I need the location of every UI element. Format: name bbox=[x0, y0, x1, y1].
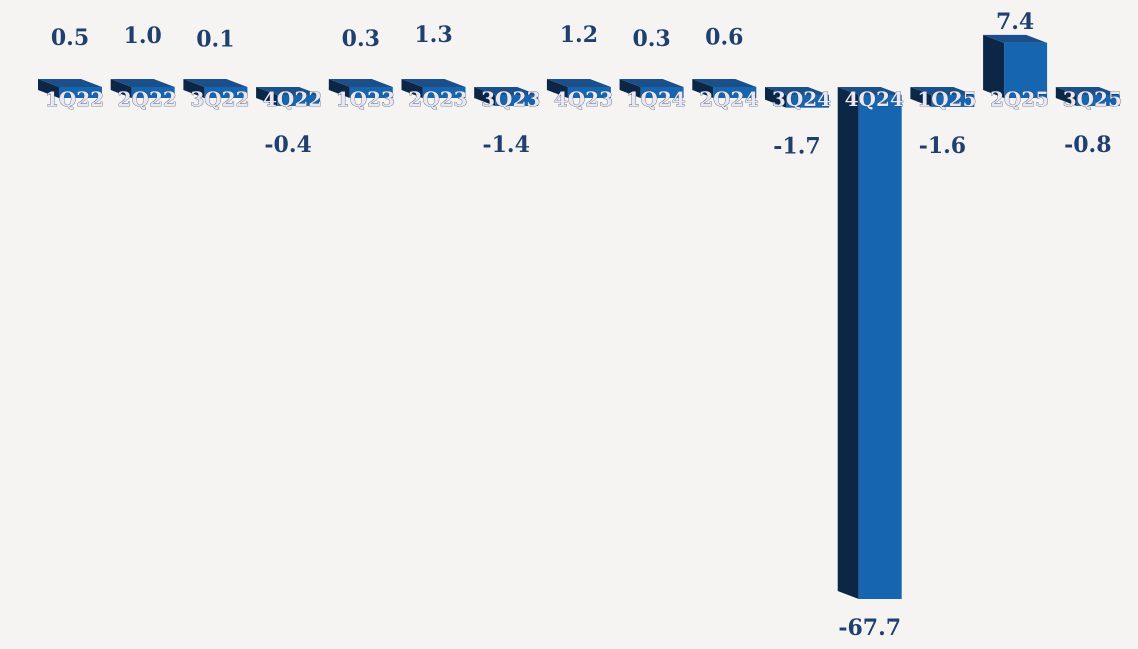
bar-2Q23 bbox=[422, 87, 466, 98]
bar-side-1Q25 bbox=[910, 87, 932, 107]
data-label-2Q24: 0.6 bbox=[705, 25, 743, 51]
bar-top-2Q23 bbox=[401, 79, 466, 87]
bar-2Q25 bbox=[1004, 42, 1048, 98]
bar-top-2Q25 bbox=[983, 34, 1048, 43]
data-label-3Q25: -0.8 bbox=[1064, 132, 1111, 158]
data-label-2Q22: 1.0 bbox=[124, 23, 162, 49]
bar-3Q23 bbox=[495, 95, 539, 106]
category-label-2Q25: 2Q25 bbox=[990, 87, 1049, 111]
bar-1Q22 bbox=[59, 87, 102, 98]
bar-3Q22 bbox=[204, 87, 248, 98]
bar-side-4Q23 bbox=[546, 79, 568, 98]
category-label-2Q24: 2Q24 bbox=[699, 87, 758, 111]
data-label-3Q23: -1.4 bbox=[482, 132, 529, 158]
bar-top-1Q24 bbox=[619, 79, 684, 87]
data-label-2Q23: 1.3 bbox=[414, 22, 452, 48]
bar-side-2Q23 bbox=[401, 79, 423, 98]
bar-top-1Q22 bbox=[38, 79, 102, 87]
category-label-4Q23: 4Q23 bbox=[554, 87, 613, 111]
bar-side-1Q23 bbox=[328, 79, 350, 98]
data-label-4Q22: -0.4 bbox=[264, 132, 311, 158]
data-label-2Q25: 7.4 bbox=[996, 9, 1034, 35]
data-label-4Q24: -67.7 bbox=[838, 615, 901, 641]
category-label-3Q25: 3Q25 bbox=[1063, 87, 1122, 111]
bar-2Q24 bbox=[713, 87, 757, 98]
bar-1Q25 bbox=[931, 95, 975, 107]
bar-side-1Q22 bbox=[38, 79, 59, 98]
bar-top-3Q25 bbox=[1055, 87, 1120, 95]
bar-top-1Q23 bbox=[328, 79, 393, 87]
category-label-1Q24: 1Q24 bbox=[627, 87, 686, 111]
bar-side-4Q24 bbox=[837, 87, 859, 599]
data-label-1Q22: 0.5 bbox=[51, 25, 89, 51]
category-label-4Q22: 4Q22 bbox=[263, 87, 322, 111]
bar-top-3Q24 bbox=[765, 87, 829, 95]
category-label-1Q25: 1Q25 bbox=[917, 87, 976, 111]
bar-4Q22 bbox=[277, 95, 321, 106]
bar-side-2Q22 bbox=[110, 79, 132, 98]
bar-side-1Q24 bbox=[619, 79, 641, 98]
bar-side-2Q24 bbox=[692, 79, 714, 98]
data-label-1Q25: -1.6 bbox=[919, 133, 966, 159]
bar-side-3Q24 bbox=[765, 87, 786, 108]
bar-top-2Q24 bbox=[692, 79, 757, 87]
data-label-3Q24: -1.7 bbox=[773, 134, 820, 160]
bar-top-4Q24 bbox=[837, 87, 902, 95]
bar-side-3Q22 bbox=[183, 79, 205, 98]
category-label-3Q22: 3Q22 bbox=[190, 87, 249, 111]
bar-top-3Q23 bbox=[474, 87, 539, 95]
bar-top-2Q22 bbox=[110, 79, 175, 87]
category-label-4Q24: 4Q24 bbox=[845, 87, 904, 111]
category-label-3Q23: 3Q23 bbox=[481, 87, 540, 111]
category-label-1Q22: 1Q22 bbox=[45, 87, 104, 111]
data-label-1Q24: 0.3 bbox=[632, 26, 670, 52]
bar-top-4Q22 bbox=[256, 87, 321, 95]
bar-4Q24 bbox=[858, 95, 902, 599]
bar-side-3Q23 bbox=[474, 87, 496, 106]
data-label-1Q23: 0.3 bbox=[342, 26, 380, 52]
bar-1Q23 bbox=[349, 87, 393, 98]
category-label-2Q23: 2Q23 bbox=[408, 87, 467, 111]
data-label-4Q23: 1.2 bbox=[560, 22, 598, 48]
bar-top-1Q25 bbox=[910, 87, 975, 95]
bar-2Q22 bbox=[131, 87, 175, 98]
category-label-1Q23: 1Q23 bbox=[336, 87, 395, 111]
bar-3Q24 bbox=[786, 95, 829, 108]
bar-side-2Q25 bbox=[983, 34, 1005, 98]
bar-4Q23 bbox=[567, 87, 611, 98]
category-label-3Q24: 3Q24 bbox=[772, 87, 831, 111]
bar-side-3Q25 bbox=[1055, 87, 1077, 106]
category-label-2Q22: 2Q22 bbox=[118, 87, 177, 111]
data-label-3Q22: 0.1 bbox=[196, 27, 234, 53]
bar-top-4Q23 bbox=[546, 79, 611, 87]
bar-3Q25 bbox=[1076, 95, 1120, 106]
bar-top-3Q22 bbox=[183, 79, 248, 87]
bar-side-4Q22 bbox=[256, 87, 278, 106]
bar-1Q24 bbox=[640, 87, 684, 98]
